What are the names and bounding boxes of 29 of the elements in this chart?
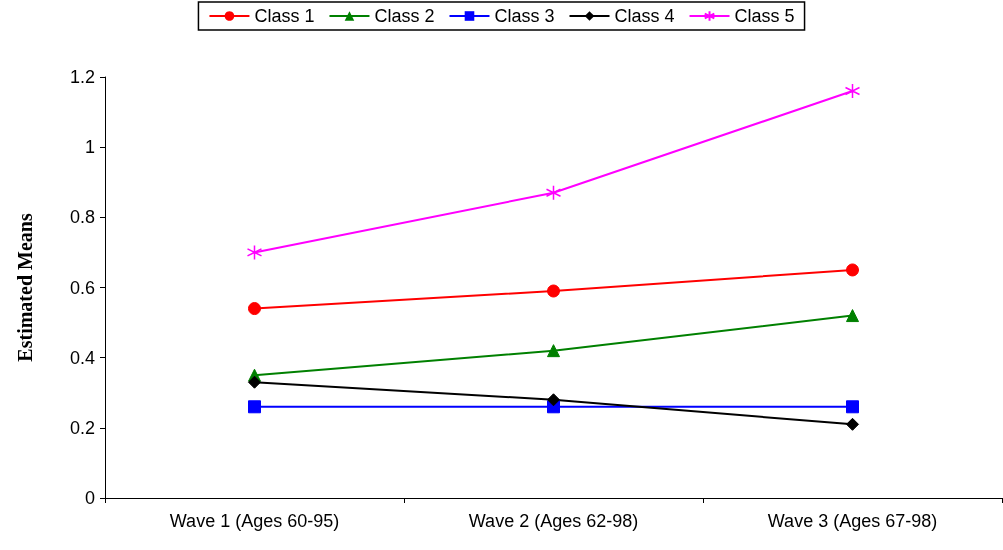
legend-label: Class 5	[734, 6, 795, 26]
legend-label: Class 1	[254, 6, 315, 26]
legend-label: Class 4	[614, 6, 675, 26]
y-tick-label: 0.8	[69, 207, 95, 228]
point	[547, 284, 560, 298]
y-tick-label: 0.6	[69, 277, 95, 298]
point	[545, 185, 562, 201]
point	[248, 302, 261, 316]
legend-label: Class 3	[494, 6, 555, 26]
legend-label: Class 2	[374, 6, 435, 26]
y-tick-label: 1	[84, 137, 95, 158]
point	[846, 263, 859, 277]
point	[248, 400, 261, 414]
y-tick-label: 0.4	[69, 347, 95, 368]
point	[844, 83, 861, 99]
y-axis-title: Estimated Means	[14, 213, 36, 362]
y-tick-label: 0	[84, 488, 95, 508]
point	[846, 400, 859, 414]
point	[547, 344, 560, 358]
y-tick-label: 1.2	[69, 67, 95, 87]
y-tick-label: 0.2	[69, 417, 95, 438]
point	[846, 417, 859, 431]
x-tick-label: Wave 1 (Ages 60-95)	[169, 511, 340, 531]
point	[248, 375, 261, 389]
point	[246, 244, 263, 261]
point	[846, 309, 859, 323]
x-tick-label: Wave 3 (Ages 67-98)	[767, 511, 938, 531]
point	[547, 393, 560, 407]
x-tick-label: Wave 2 (Ages 62-98)	[468, 511, 639, 531]
